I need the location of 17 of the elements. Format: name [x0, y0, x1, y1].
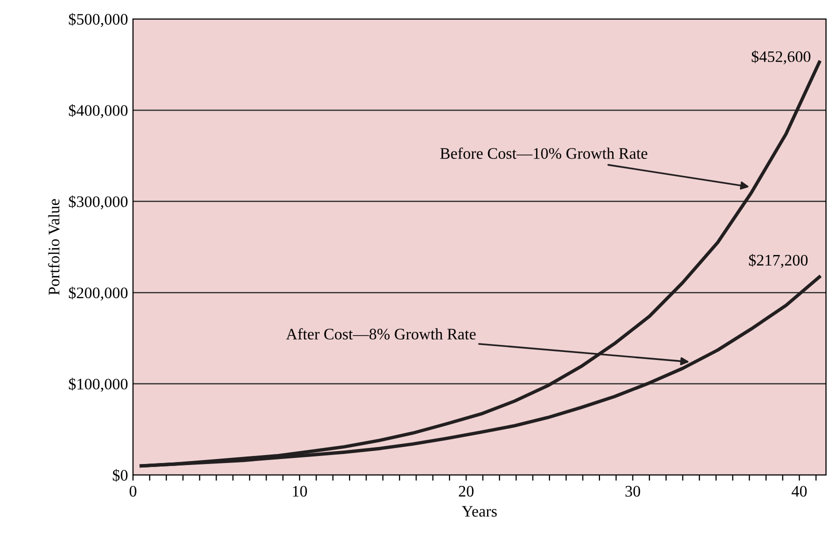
x-tick-label: 0	[130, 486, 136, 497]
annotation: After Cost—8% Growth Rate	[286, 328, 476, 340]
y-tick-label: $100,000	[68, 378, 128, 392]
x-tick-label: 10	[293, 486, 307, 497]
x-axis-title: Years	[462, 506, 497, 517]
y-axis-title: Portfolio Value	[48, 199, 60, 295]
y-tick-label: $200,000	[68, 286, 128, 301]
x-tick-label: 40	[792, 486, 807, 497]
y-tick-label: $400,000	[68, 104, 128, 118]
y-tick-label: $300,000	[68, 195, 128, 210]
x-tick-label: 20	[458, 486, 474, 497]
data-label: $452,600	[752, 50, 810, 64]
annotation: Before Cost—10% Growth Rate	[440, 147, 648, 159]
y-tick-label: $0	[112, 468, 128, 482]
x-tick-label: 30	[626, 486, 640, 497]
data-label: $217,200	[749, 254, 808, 268]
y-tick-label: $500,000	[68, 12, 128, 27]
